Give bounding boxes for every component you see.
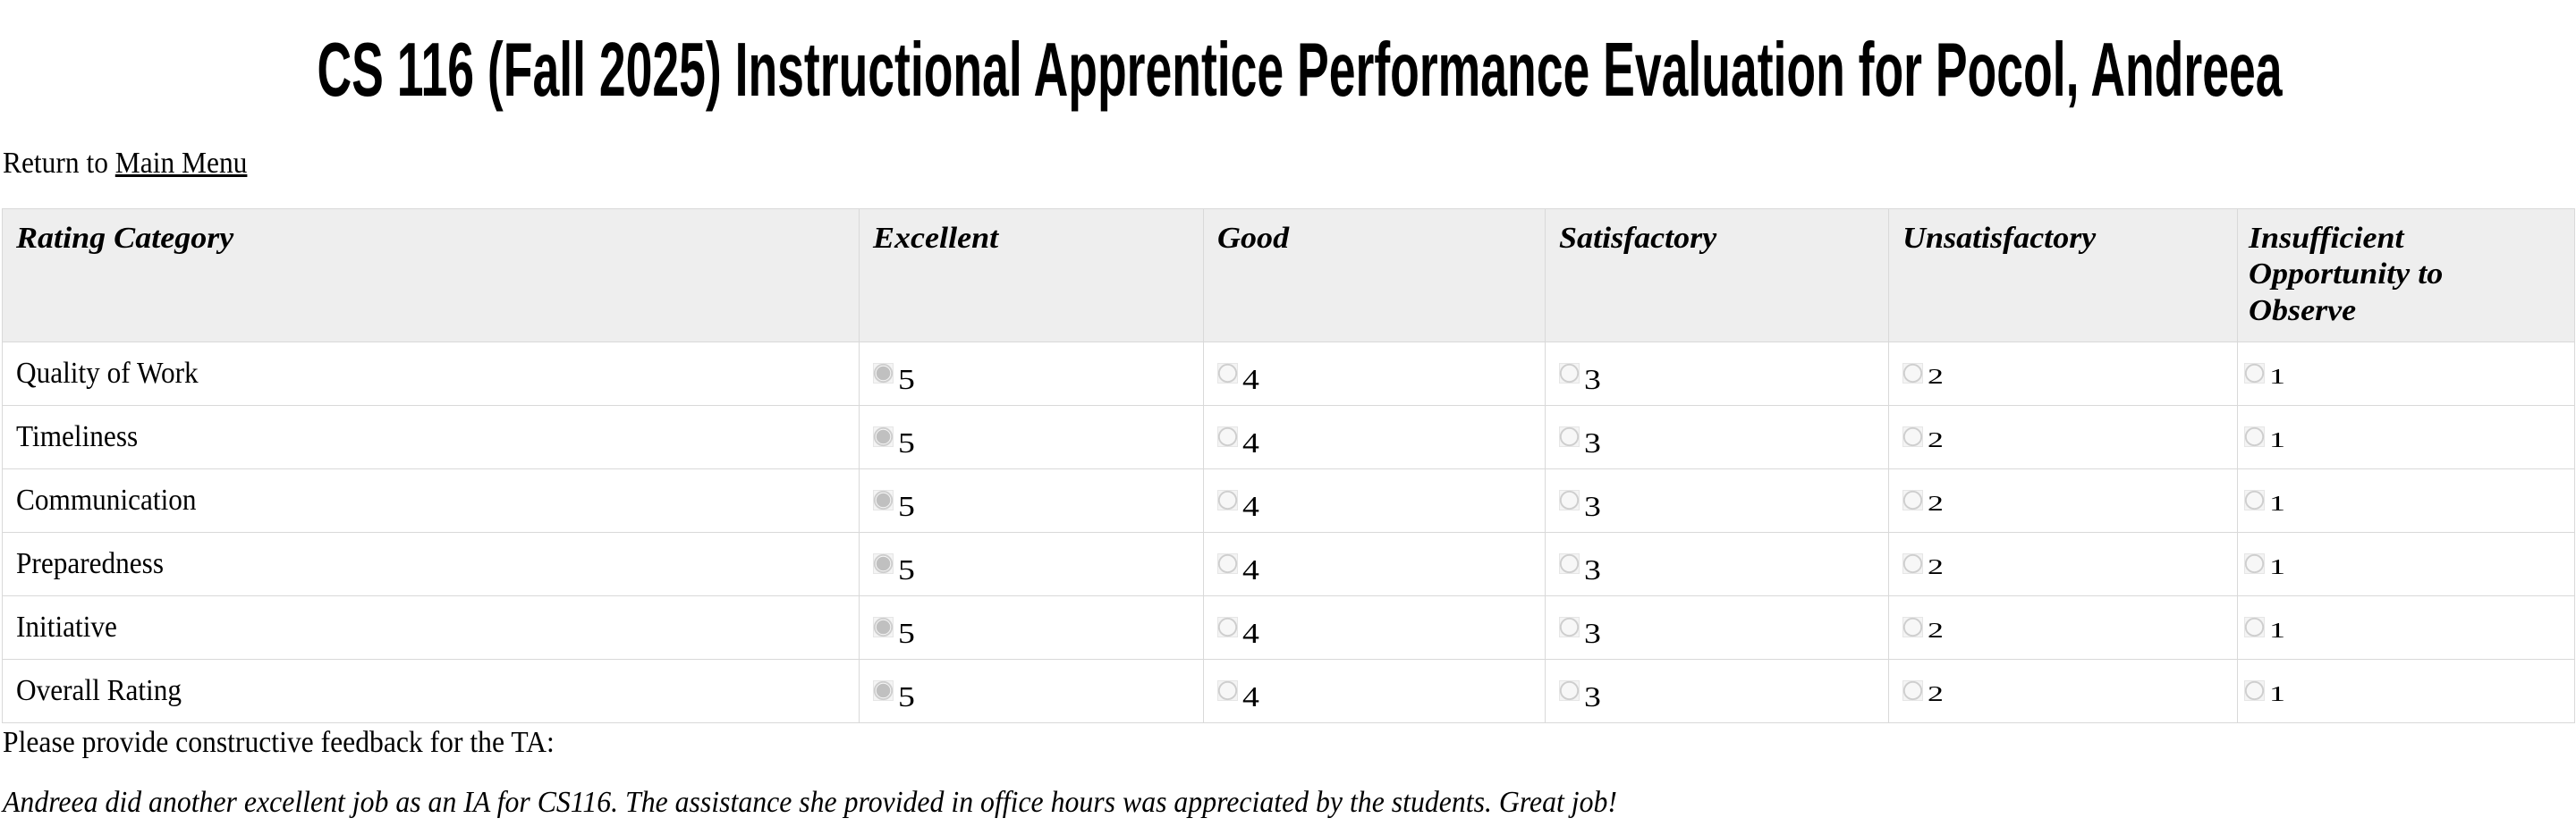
svg-text:CS 116 (Fall 2025) Instruction: CS 116 (Fall 2025) Instructional Apprent… [318, 28, 2283, 113]
